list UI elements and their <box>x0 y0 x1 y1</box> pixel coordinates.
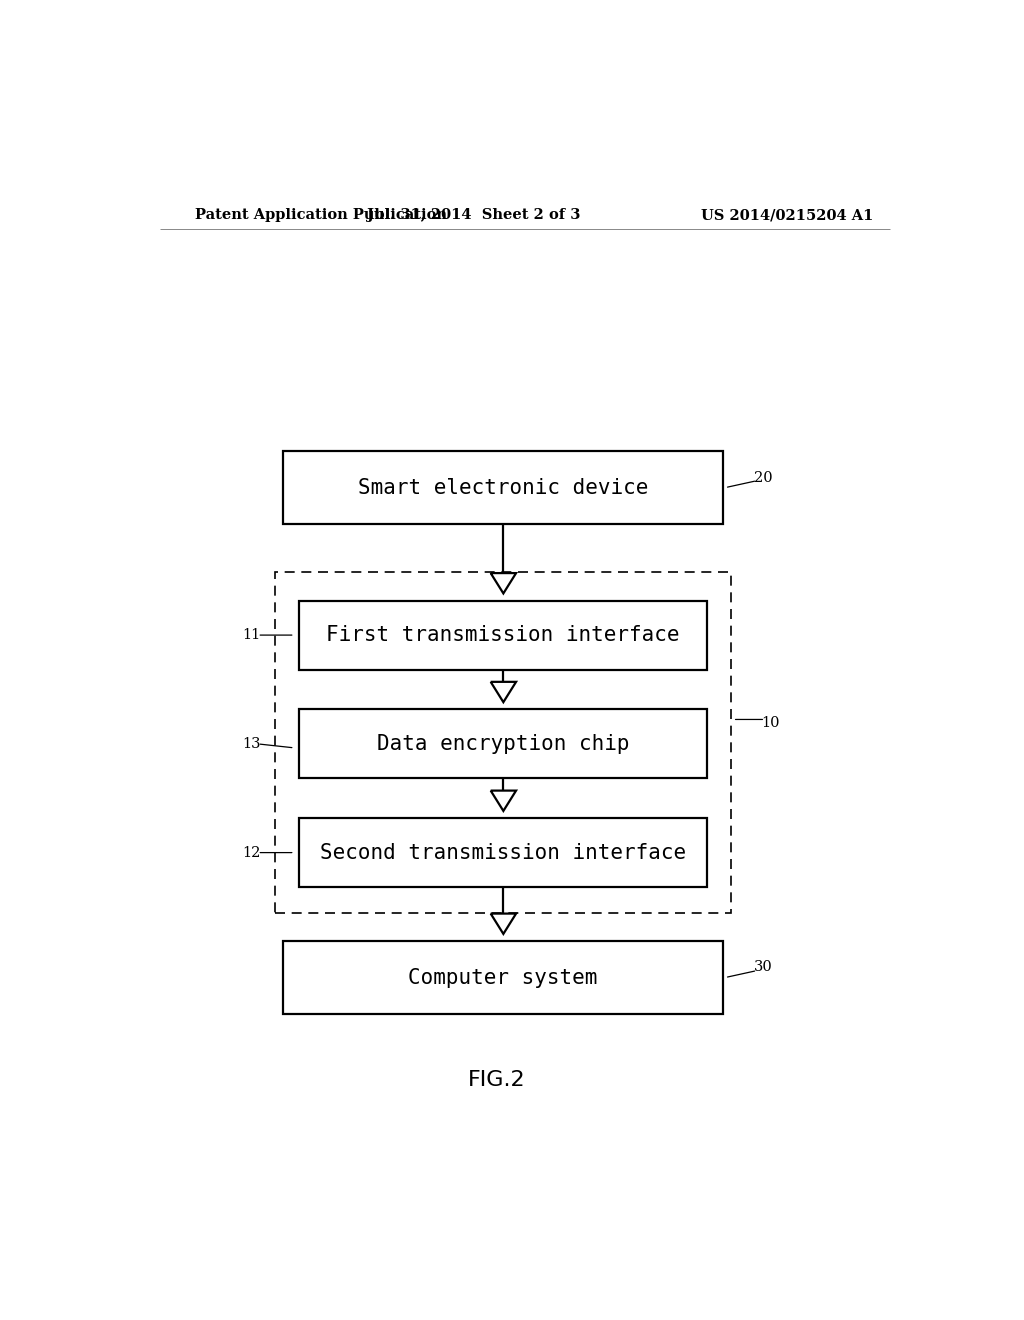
Text: 20: 20 <box>754 470 772 484</box>
Text: 12: 12 <box>242 846 260 859</box>
Bar <box>283 941 723 1014</box>
Text: 30: 30 <box>754 961 772 974</box>
Text: 10: 10 <box>762 715 780 730</box>
Text: US 2014/0215204 A1: US 2014/0215204 A1 <box>700 209 872 222</box>
Bar <box>283 451 723 524</box>
Text: Data encryption chip: Data encryption chip <box>377 734 629 754</box>
Text: 13: 13 <box>242 737 260 751</box>
Text: Patent Application Publication: Patent Application Publication <box>196 209 447 222</box>
Text: Computer system: Computer system <box>409 968 598 987</box>
Text: Smart electronic device: Smart electronic device <box>357 478 648 498</box>
Bar <box>299 818 708 887</box>
Text: First transmission interface: First transmission interface <box>327 626 680 645</box>
Bar <box>274 572 731 912</box>
Text: Second transmission interface: Second transmission interface <box>319 842 686 862</box>
Bar <box>299 601 708 669</box>
Bar <box>299 709 708 779</box>
Text: Jul. 31, 2014  Sheet 2 of 3: Jul. 31, 2014 Sheet 2 of 3 <box>367 209 580 222</box>
Text: FIG.2: FIG.2 <box>468 1071 526 1090</box>
Text: 11: 11 <box>242 628 260 642</box>
